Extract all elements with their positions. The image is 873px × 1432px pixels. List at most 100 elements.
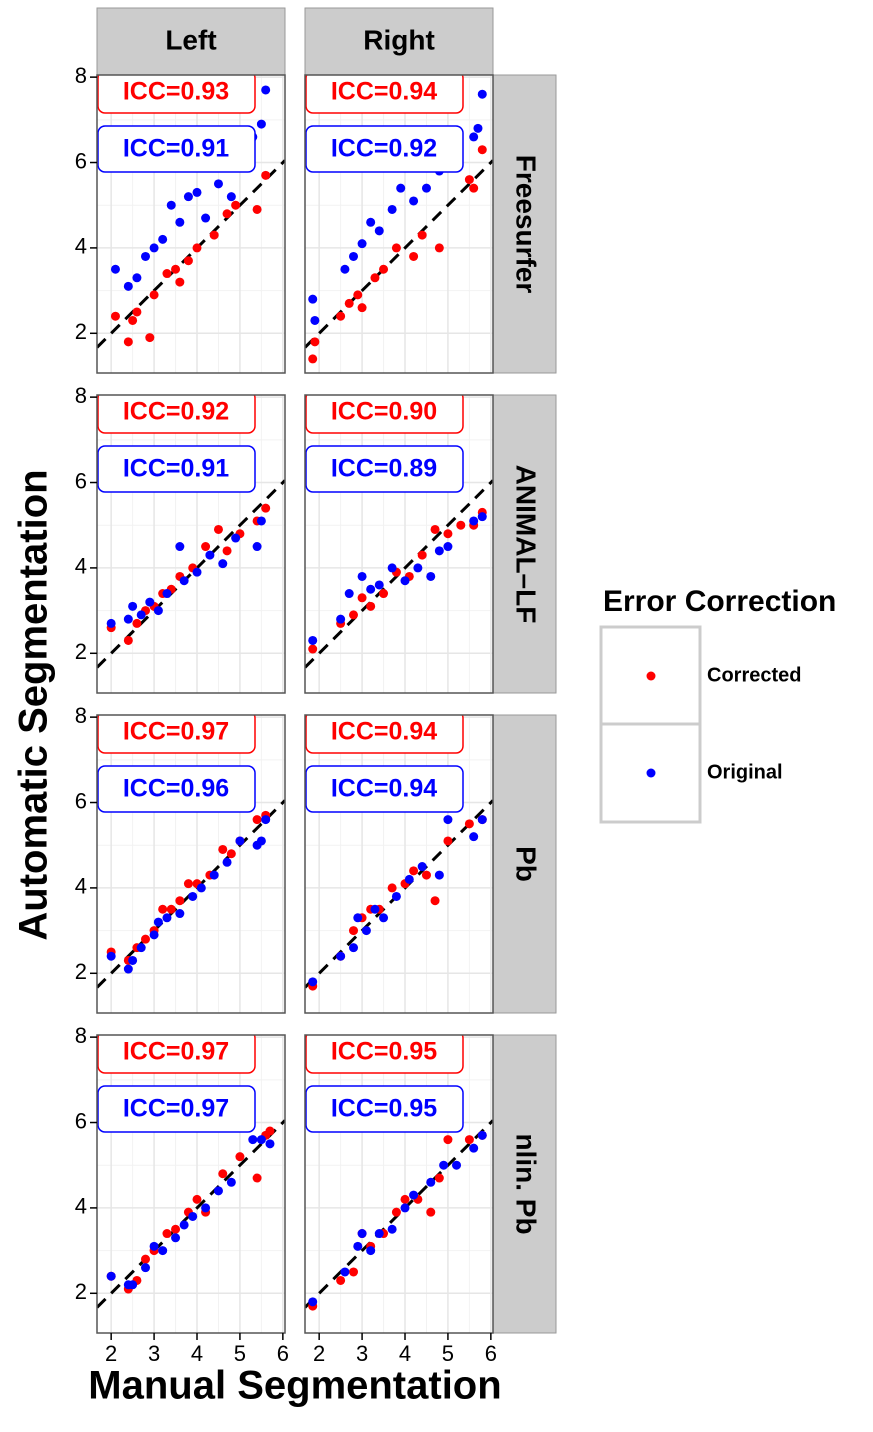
panel-bg bbox=[305, 715, 493, 1013]
point bbox=[391, 1207, 401, 1217]
point bbox=[261, 85, 271, 95]
point bbox=[434, 546, 444, 556]
panel-border bbox=[96, 714, 286, 1014]
point bbox=[379, 913, 389, 923]
point bbox=[477, 1130, 487, 1140]
annotation: ICC=0.89 bbox=[331, 455, 437, 483]
annotation-box bbox=[97, 75, 256, 114]
point bbox=[308, 644, 318, 654]
panel: ICC=0.92 ICC=0.91 bbox=[97, 395, 285, 693]
annotation: ICC=0.97 bbox=[123, 1095, 229, 1123]
annotation-box bbox=[97, 715, 256, 754]
point bbox=[128, 315, 138, 325]
identity-line bbox=[305, 479, 493, 669]
point bbox=[417, 230, 427, 240]
point bbox=[145, 333, 155, 343]
point bbox=[349, 610, 359, 620]
point bbox=[404, 874, 414, 884]
point bbox=[183, 256, 193, 266]
point bbox=[158, 904, 168, 914]
annotation-box bbox=[97, 1085, 256, 1133]
point bbox=[387, 1224, 397, 1234]
row-strip bbox=[492, 74, 557, 374]
y-tick-label: 2 bbox=[75, 959, 87, 984]
point bbox=[231, 533, 241, 543]
point bbox=[183, 192, 193, 202]
point bbox=[349, 1267, 359, 1277]
point bbox=[443, 815, 453, 825]
point bbox=[209, 870, 219, 880]
point bbox=[213, 524, 223, 534]
point bbox=[145, 597, 155, 607]
point bbox=[218, 559, 228, 569]
y-tick-label: 2 bbox=[75, 319, 87, 344]
point bbox=[192, 1194, 202, 1204]
panel-bg bbox=[305, 395, 493, 693]
y-tick-label: 8 bbox=[75, 703, 87, 728]
legend-title: Error Correction bbox=[603, 585, 836, 618]
annotation: ICC=0.91 bbox=[123, 455, 229, 483]
point bbox=[123, 635, 133, 645]
point bbox=[171, 1233, 181, 1243]
point bbox=[213, 1186, 223, 1196]
point bbox=[158, 1246, 168, 1256]
annotation-box bbox=[305, 765, 464, 813]
x-tick-label: 4 bbox=[191, 1341, 203, 1366]
panel-border bbox=[304, 394, 494, 694]
point bbox=[256, 1135, 266, 1145]
point bbox=[153, 917, 163, 927]
point bbox=[344, 298, 354, 308]
point bbox=[192, 243, 202, 253]
point bbox=[344, 589, 354, 599]
point bbox=[366, 584, 376, 594]
point bbox=[464, 1135, 474, 1145]
point bbox=[469, 516, 479, 526]
point bbox=[183, 879, 193, 889]
point bbox=[308, 1297, 318, 1307]
y-tick-label: 6 bbox=[75, 788, 87, 813]
identity-line bbox=[97, 1119, 285, 1309]
point bbox=[353, 290, 363, 300]
point bbox=[336, 614, 346, 624]
panel: ICC=0.94 ICC=0.92 bbox=[305, 75, 493, 373]
row-strip-label: ANIMAL–LF bbox=[511, 465, 542, 624]
identity-line bbox=[97, 159, 285, 349]
x-tick-label: 6 bbox=[485, 1341, 497, 1366]
point bbox=[252, 204, 262, 214]
point bbox=[149, 930, 159, 940]
legend-marker bbox=[646, 768, 656, 778]
annotation-box bbox=[97, 765, 256, 813]
panel-border bbox=[304, 74, 494, 374]
point bbox=[336, 951, 346, 961]
annotation-box bbox=[305, 445, 464, 493]
panel: ICC=0.94 ICC=0.94 bbox=[305, 715, 493, 1013]
point bbox=[226, 192, 236, 202]
point bbox=[310, 315, 320, 325]
point bbox=[252, 542, 262, 552]
point bbox=[248, 1135, 258, 1145]
panel-bg bbox=[305, 1035, 493, 1333]
y-tick-label: 8 bbox=[75, 63, 87, 88]
point bbox=[349, 926, 359, 936]
point bbox=[426, 1207, 436, 1217]
point bbox=[256, 119, 266, 129]
point bbox=[374, 226, 384, 236]
annotation: ICC=0.92 bbox=[123, 398, 229, 426]
point bbox=[387, 204, 397, 214]
point bbox=[477, 145, 487, 155]
point bbox=[469, 832, 479, 842]
point bbox=[464, 175, 474, 185]
y-tick-label: 4 bbox=[75, 874, 87, 899]
point bbox=[353, 913, 363, 923]
point bbox=[464, 819, 474, 829]
point bbox=[452, 1160, 462, 1170]
point bbox=[132, 307, 142, 317]
point bbox=[456, 520, 466, 530]
annotation: ICC=0.93 bbox=[123, 78, 229, 106]
point bbox=[361, 926, 371, 936]
point bbox=[123, 964, 133, 974]
point bbox=[261, 170, 271, 180]
point bbox=[141, 1254, 151, 1264]
annotation: ICC=0.96 bbox=[123, 775, 229, 803]
